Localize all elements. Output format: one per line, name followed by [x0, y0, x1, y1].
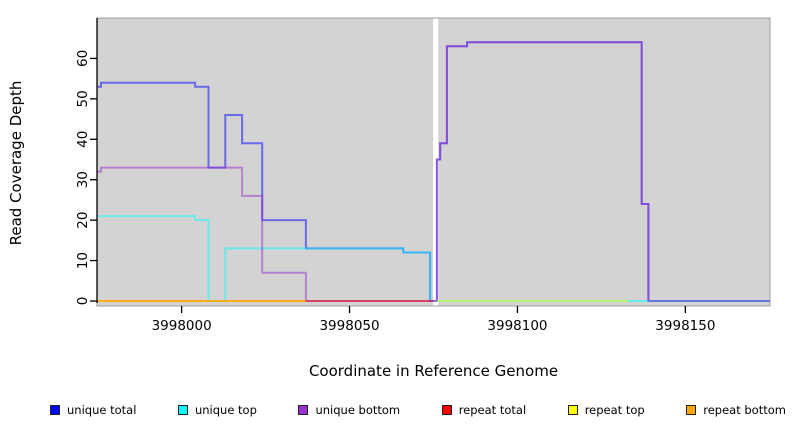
legend-item-unique-total: unique total [50, 403, 136, 417]
y-tick-label: 30 [75, 171, 91, 188]
repeat-bottom-swatch-icon [686, 405, 697, 415]
y-tick-label: 60 [75, 50, 91, 67]
coverage-gap-band [433, 18, 439, 306]
repeat-top-swatch-icon [567, 405, 578, 415]
series-line-unique-top [97, 215, 770, 302]
x-tick-label: 3998100 [487, 318, 547, 334]
y-tick-label: 10 [75, 252, 91, 269]
y-tick-label: 20 [75, 212, 91, 229]
legend-label: repeat total [458, 403, 527, 417]
y-axis-title: Read Coverage Depth [7, 80, 25, 246]
legend-item-repeat-top: repeat top [567, 403, 645, 417]
y-tick-label: 50 [75, 90, 91, 107]
y-tick-label: 40 [75, 131, 91, 148]
unique-bottom-swatch-icon [298, 405, 309, 415]
repeat-total-swatch-icon [441, 405, 452, 415]
legend-label: unique bottom [315, 403, 401, 417]
legend-item-repeat-total: repeat total [441, 403, 527, 417]
legend: unique total unique top unique bottom re… [50, 401, 786, 419]
x-tick-label: 3998000 [152, 318, 212, 334]
legend-item-unique-bottom: unique bottom [298, 403, 400, 417]
legend-item-unique-top: unique top [177, 403, 257, 417]
legend-label: unique top [194, 403, 257, 417]
x-tick-label: 3998150 [655, 318, 715, 334]
legend-item-repeat-bottom: repeat bottom [686, 403, 786, 417]
x-axis-title: Coordinate in Reference Genome [308, 362, 559, 380]
y-tick-label: 0 [75, 297, 91, 306]
legend-label: unique total [67, 403, 137, 417]
unique-total-swatch-icon [50, 405, 60, 415]
series-line-unique-bottom [97, 41, 770, 302]
legend-label: repeat top [584, 403, 645, 417]
x-tick-label: 3998050 [319, 318, 379, 334]
unique-top-swatch-icon [177, 405, 188, 415]
legend-label: repeat bottom [703, 403, 786, 417]
